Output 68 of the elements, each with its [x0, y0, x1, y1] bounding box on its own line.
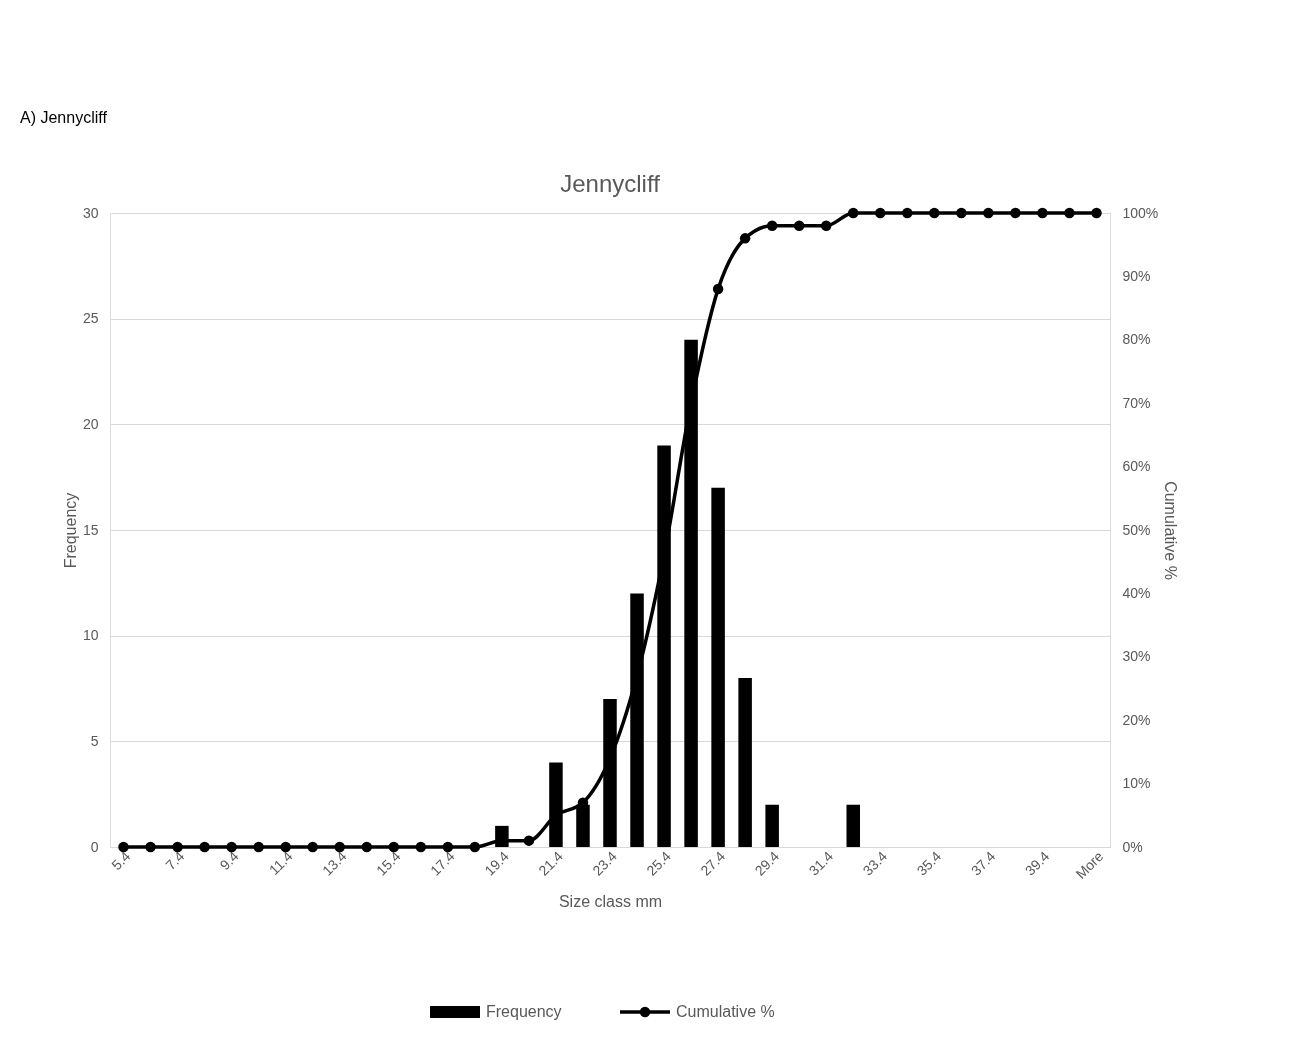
y-tick-label: 10: [82, 627, 99, 644]
y2-tick-label: 10%: [1122, 775, 1151, 792]
point: [307, 841, 318, 853]
y2-tick-label: 40%: [1122, 584, 1151, 601]
point: [280, 841, 291, 853]
y2-axis-title: Cumulative %: [1162, 481, 1180, 580]
point: [334, 841, 345, 853]
point: [712, 283, 724, 295]
point: [1064, 207, 1075, 219]
y2-tick-label: 50%: [1122, 521, 1151, 538]
point: [388, 841, 400, 853]
y-tick-label: 15: [82, 521, 99, 538]
point: [442, 841, 454, 853]
point: [523, 835, 535, 846]
point: [469, 841, 481, 853]
x-tick-label: 5.4: [108, 847, 134, 874]
x-tick-label: 35.4: [913, 847, 945, 879]
point: [226, 841, 237, 853]
point: [793, 220, 805, 231]
y2-tick-label: 30%: [1122, 648, 1151, 665]
x-tick-label: 37.4: [967, 847, 999, 879]
legend-label: Cumulative %: [676, 1003, 775, 1020]
y-tick-label: 0: [90, 838, 99, 855]
y2-tick-label: 0%: [1122, 838, 1143, 855]
x-tick-label: 9.4: [216, 847, 242, 874]
y2-tick-label: 100%: [1122, 204, 1159, 221]
point: [361, 841, 372, 853]
point: [739, 233, 751, 244]
point: [956, 207, 967, 219]
point: [766, 220, 778, 231]
y-tick-label: 25: [82, 310, 99, 327]
y-tick-label: 20: [82, 415, 99, 432]
point: [848, 207, 859, 219]
y-tick-label: 5: [90, 732, 99, 749]
point: [902, 207, 913, 219]
point: [199, 841, 210, 853]
point: [1091, 207, 1102, 219]
x-axis-title: Size class mm: [558, 892, 663, 910]
point: [145, 841, 156, 853]
bar: [765, 804, 779, 847]
point: [415, 841, 427, 853]
point: [172, 841, 183, 853]
point: [253, 841, 264, 853]
chart-title: Jennycliff: [560, 170, 661, 197]
y2-tick-label: 60%: [1122, 458, 1151, 475]
point: [983, 207, 994, 219]
text: A) Jennycliff: [20, 109, 108, 126]
point: [118, 841, 129, 853]
x-tick-label: 7.4: [162, 847, 188, 874]
y-tick-label: 30: [82, 204, 99, 221]
y2-tick-label: 80%: [1122, 331, 1151, 348]
legend-label: Frequency: [486, 1003, 562, 1020]
bar: [711, 487, 725, 847]
x-tick-label: 33.4: [859, 847, 891, 879]
bar: [738, 677, 752, 847]
point: [820, 220, 832, 231]
x-tick-label: 11.4: [265, 847, 296, 878]
point: [1037, 207, 1048, 219]
y2-tick-label: 90%: [1122, 267, 1151, 284]
x-tick-label: 39.4: [1021, 847, 1053, 879]
y-axis-title: Frequency: [61, 492, 79, 569]
bar: [846, 804, 860, 847]
y2-tick-label: 70%: [1122, 394, 1151, 411]
point: [875, 207, 886, 219]
point: [1010, 207, 1021, 219]
y2-tick-label: 20%: [1122, 711, 1151, 728]
x-tick-label: 31.4: [805, 847, 837, 879]
point: [929, 207, 940, 219]
